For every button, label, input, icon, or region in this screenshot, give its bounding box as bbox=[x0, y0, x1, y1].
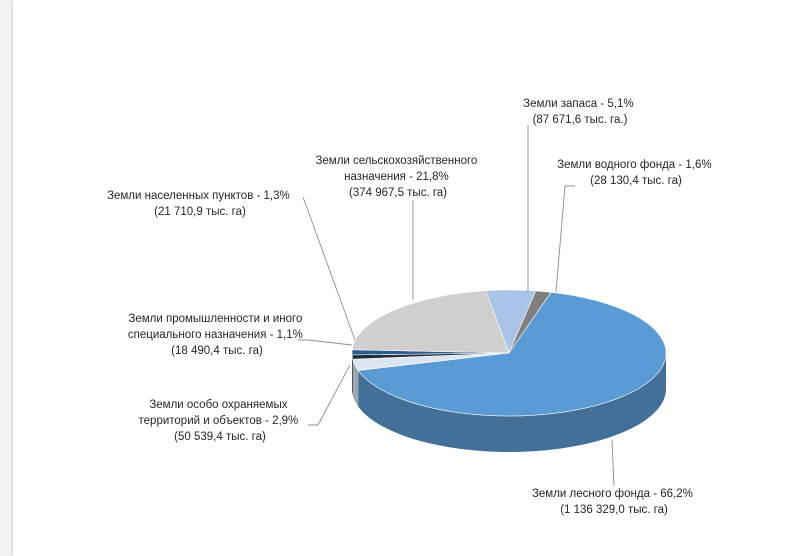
pie-3d-sides bbox=[352, 353, 666, 453]
label-industry-line3: (18 490,4 тыс. га) bbox=[171, 345, 263, 357]
label-industry-line1: Земли промышленности и иного bbox=[128, 313, 302, 325]
leader-line-forest-fund bbox=[611, 439, 615, 487]
land-fund-pie-chart: Земли лесного фонда - 66,2% (1 136 329,0… bbox=[107, 98, 715, 516]
label-reserve-line2: (87 671,6 тыс. га.) bbox=[533, 114, 628, 126]
pie-slice-forest-fund bbox=[357, 291, 667, 417]
label-agricultural-line1: Земли сельскохозяйственного bbox=[315, 155, 477, 167]
label-protected-areas: Земли особо охраняемых территорий и объе… bbox=[139, 399, 302, 443]
label-settlements: Земли населенных пунктов - 1,3% (21 710,… bbox=[107, 190, 293, 218]
leader-line-water-fund bbox=[555, 185, 575, 293]
leader-lines bbox=[298, 125, 615, 487]
label-forest-fund-line1: Земли лесного фонда - 66,2% bbox=[532, 488, 693, 500]
document-page: Земли лесного фонда - 66,2% (1 136 329,0… bbox=[13, 0, 800, 556]
label-protected-areas-line3: (50 539,4 тыс. га) bbox=[174, 431, 266, 443]
label-forest-fund-line2: (1 136 329,0 тыс. га) bbox=[560, 504, 668, 516]
pie-slice-agricultural bbox=[351, 290, 510, 354]
pie-side-protected-areas bbox=[352, 359, 359, 407]
label-industry-line2: специального назначения - 1,1% bbox=[128, 329, 303, 341]
label-agricultural: Земли сельскохозяйственного назначения -… bbox=[315, 155, 480, 199]
label-protected-areas-line2: территорий и объектов - 2,9% bbox=[139, 415, 299, 427]
label-industry: Земли промышленности и иного специальног… bbox=[128, 313, 306, 357]
pie-side-industry bbox=[352, 354, 353, 396]
label-agricultural-line3: (374 967,5 тыс. га) bbox=[349, 187, 447, 199]
label-reserve-line1: Земли запаса - 5,1% bbox=[523, 98, 633, 110]
leader-line-protected-areas bbox=[308, 364, 351, 426]
label-water-fund: Земли водного фонда - 1,6% (28 130,4 тыс… bbox=[557, 159, 715, 187]
label-water-fund-line1: Земли водного фонда - 1,6% bbox=[557, 159, 711, 171]
leader-line-industry bbox=[298, 339, 353, 346]
pie-slices bbox=[351, 289, 667, 417]
label-reserve: Земли запаса - 5,1% (87 671,6 тыс. га.) bbox=[523, 98, 637, 126]
label-water-fund-line2: (28 130,4 тыс. га) bbox=[590, 175, 682, 187]
label-agricultural-line2: назначения - 21,8% bbox=[344, 171, 449, 183]
label-settlements-line1: Земли населенных пунктов - 1,3% bbox=[107, 190, 290, 202]
leader-line-settlements bbox=[302, 196, 356, 341]
pie-side-forest-fund bbox=[358, 353, 666, 453]
label-settlements-line2: (21 710,9 тыс. га) bbox=[154, 206, 246, 218]
label-protected-areas-line1: Земли особо охраняемых bbox=[149, 399, 287, 411]
label-forest-fund: Земли лесного фонда - 66,2% (1 136 329,0… bbox=[532, 488, 696, 516]
